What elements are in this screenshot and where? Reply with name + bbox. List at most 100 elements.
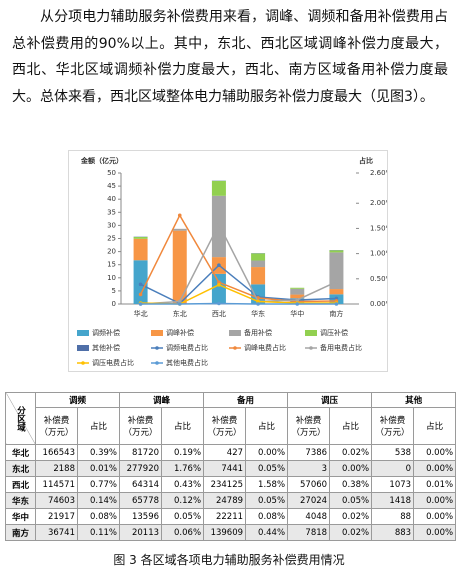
table-cell: 补偿费 （万元） <box>35 407 78 445</box>
bar-segment <box>290 288 305 295</box>
line-point <box>138 282 143 287</box>
y-tick-label: 30 <box>107 221 116 229</box>
data-table: 分区域 调频 调峰 备用 调压 其他 补偿费 （万元） 占比 补偿费 （万元） 占比 补偿费 （万元… <box>5 392 457 541</box>
table-cell: 补偿费 （万元） <box>371 407 415 445</box>
table-cell: 0.44% <box>245 524 289 541</box>
table-cell: 234125 <box>203 476 247 493</box>
line-point <box>295 298 300 302</box>
chart-frame: 金额（亿元） 占比 0 5 10 15 20 25 30 35 40 45 50 0.00% 0.50%… <box>68 150 393 372</box>
table-cell: 占比 <box>161 407 205 445</box>
table-cell: 0.01% <box>76 460 121 477</box>
legend-label: 其他补偿 <box>92 343 120 352</box>
legend-swatch <box>151 330 163 336</box>
legend-label: 调压补偿 <box>320 328 348 337</box>
legend-marker <box>155 346 159 350</box>
table-cell: 7818 <box>287 524 331 541</box>
table-cell: 调频 <box>34 392 121 408</box>
table-cell: 4048 <box>287 508 331 525</box>
table-cell: 0.08% <box>76 508 121 525</box>
x-tick-label: 南方 <box>329 309 343 318</box>
table-cell: 0.00% <box>413 508 457 525</box>
table-cell: 22211 <box>203 508 247 525</box>
legend-marker <box>233 346 237 350</box>
bar-segment <box>211 180 226 196</box>
y2-tick-label: 0.00% <box>370 300 387 308</box>
y2-tick-label: 2.60% <box>370 169 387 177</box>
table-cell: 补偿费 （万元） <box>203 407 247 445</box>
table-cell: 88 <box>371 508 415 525</box>
x-tick-label: 西北 <box>212 310 226 318</box>
table-cell: 427 <box>203 444 247 461</box>
table-cell: 36741 <box>35 524 78 541</box>
legend-label: 备用补偿 <box>244 328 272 337</box>
table-cell: 0.08% <box>245 508 289 525</box>
table-cell: 调压 <box>287 392 373 408</box>
table-cell: 13596 <box>119 508 163 525</box>
table-cell: 0.00% <box>245 444 289 461</box>
table-cell: 华中 <box>5 508 36 525</box>
legend-marker <box>309 346 313 350</box>
table-row: 分区域 调频 调峰 备用 调压 其他 <box>5 392 457 445</box>
line-point <box>177 302 182 306</box>
table-row: 南方 36741 0.11% 20113 0.06% 139609 0.44% 7818 0.0… <box>5 524 457 541</box>
y-tick-label: 35 <box>107 208 116 216</box>
table-cell: 64314 <box>119 476 163 493</box>
line-point <box>217 283 221 287</box>
y-tick-label: 25 <box>107 235 116 243</box>
line-point <box>256 299 260 304</box>
table-cell: 0 <box>371 460 415 477</box>
line-point <box>295 302 300 306</box>
line-point <box>334 296 339 301</box>
line-point <box>138 292 143 297</box>
legend-marker <box>155 361 159 365</box>
chart: 金额（亿元） 占比 0 5 10 15 20 25 30 35 40 45 50 0.00% 0.50%… <box>77 156 393 367</box>
table-row: 华东 74603 0.14% 65778 0.12% 24789 0.05% 27024 0.0… <box>5 492 457 509</box>
line-point <box>138 302 143 306</box>
table-cell: 114571 <box>35 476 78 493</box>
table-cell: 补偿费 （万元） <box>119 407 163 445</box>
table-cell: 分区域 <box>5 392 36 445</box>
table-cell: 20113 <box>119 524 163 541</box>
bar-segment <box>290 287 305 289</box>
y-tick-label: 0 <box>112 300 116 308</box>
table-cell: 0.02% <box>329 524 373 541</box>
line-series <box>139 213 337 303</box>
y2-tick-label: 2.00% <box>370 199 387 207</box>
table-cell: 538 <box>371 444 415 461</box>
table-cell: 0.05% <box>329 492 373 509</box>
table-cell: 1073 <box>371 476 415 493</box>
legend-label: 其他电费占比 <box>166 358 208 367</box>
y-tick-label: 45 <box>107 182 116 190</box>
table-cell: 21917 <box>35 508 78 525</box>
y-tick-label: 20 <box>107 248 116 256</box>
table-cell: 华东 <box>5 492 36 509</box>
table-cell: 东北 <box>5 460 36 477</box>
table-cell: 0.12% <box>161 492 205 509</box>
legend-swatch <box>77 330 89 336</box>
line-point <box>217 280 221 285</box>
table-cell: 57060 <box>287 476 331 493</box>
y2-axis-title: 占比 <box>359 156 373 165</box>
paragraph: 从分项电力辅助服务补偿费用来看，调峰、调频和备用补偿费用占总补偿费用的90%以上… <box>12 9 448 105</box>
table-cell: 0.38% <box>329 476 373 493</box>
table-cell: 华北 <box>5 444 36 461</box>
bar-segment <box>251 284 266 304</box>
table-row: 补偿费 （万元） 占比 补偿费 （万元） 占比 补偿费 （万元） 占比 补偿费 （万元） 占比… <box>6 407 457 445</box>
table-cell: 西北 <box>5 476 36 493</box>
table-cell: 883 <box>371 524 415 541</box>
x-tick-label: 华中 <box>290 309 304 318</box>
table-cell: 0.00% <box>413 444 457 461</box>
table-cell: 0.00% <box>413 492 457 509</box>
table-cell: 3 <box>287 460 331 477</box>
x-tick-label: 华东 <box>251 309 265 318</box>
table-cell: 7441 <box>203 460 247 477</box>
table-cell: 27024 <box>287 492 331 509</box>
bar-segment <box>133 236 148 239</box>
legend-marker <box>81 361 85 365</box>
table-cell: 占比 <box>245 407 289 445</box>
table-cell: 74603 <box>35 492 78 509</box>
legend-label: 备用电费占比 <box>320 343 362 352</box>
legend-label: 调峰电费占比 <box>244 343 286 352</box>
table-cell: 1418 <box>371 492 415 509</box>
bar-segment <box>290 294 305 299</box>
